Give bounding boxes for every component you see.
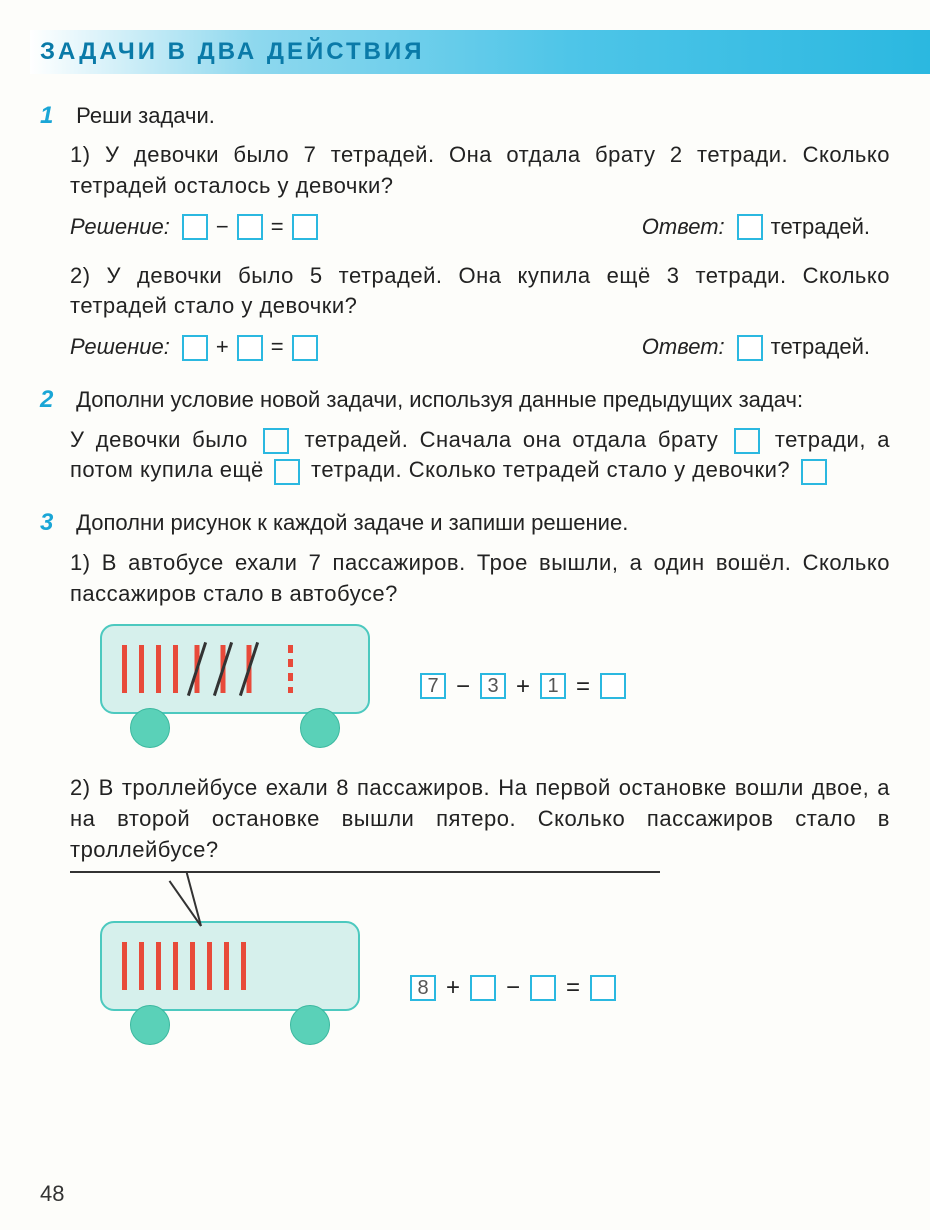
equation-2: 8 + − = [410, 971, 616, 1005]
answer-label: Ответ: [642, 332, 725, 363]
task-intro: Дополни условие новой задачи, используя … [76, 387, 803, 412]
plus-op: + [446, 971, 460, 1005]
wheel-icon [130, 708, 170, 748]
task-intro: Дополни рисунок к каждой задаче и запиши… [76, 510, 628, 535]
input-box[interactable]: 7 [420, 673, 446, 699]
wheels [100, 708, 370, 748]
page: ЗАДАЧИ В ДВА ДЕЙСТВИЯ 1 Реши задачи. 1) … [0, 0, 930, 1230]
equals-op: = [271, 212, 284, 243]
answer-unit: тетрадей. [771, 332, 870, 363]
tally-mark [139, 942, 144, 990]
trolley-diagram [100, 921, 360, 1045]
tally-mark [139, 645, 144, 693]
input-box[interactable] [263, 428, 289, 454]
input-box[interactable] [470, 975, 496, 1001]
input-box[interactable] [590, 975, 616, 1001]
input-box[interactable] [182, 335, 208, 361]
tally-crossed [190, 645, 204, 693]
minus-op: − [216, 212, 229, 243]
bus-diagram [100, 624, 370, 748]
tally-mark [122, 645, 127, 693]
tally-mark [190, 942, 195, 990]
section-header: ЗАДАЧИ В ДВА ДЕЙСТВИЯ [30, 30, 930, 74]
input-box[interactable] [237, 335, 263, 361]
equals-op: = [271, 332, 284, 363]
t2-part: тетрадей. Сначала она отдала брату [304, 427, 718, 452]
input-box[interactable]: 3 [480, 673, 506, 699]
tally-mark [241, 942, 246, 990]
task-3: 3 Дополни рисунок к каждой задаче и запи… [40, 506, 890, 1045]
trolley-wire [70, 871, 660, 873]
task3-problem1: 1) В автобусе ехали 7 пассажиров. Трое в… [70, 548, 890, 610]
input-box[interactable] [274, 459, 300, 485]
input-box[interactable]: 1 [540, 673, 566, 699]
tally-crossed [242, 645, 256, 693]
task1-problem1: 1) У девочки было 7 тетрадей. Она отдала… [70, 140, 890, 202]
plus-op: + [516, 670, 530, 704]
tally-crossed [216, 645, 230, 693]
t2-part: У девочки было [70, 427, 248, 452]
input-box[interactable] [292, 335, 318, 361]
input-box[interactable] [237, 214, 263, 240]
wheel-icon [130, 1005, 170, 1045]
input-box[interactable] [530, 975, 556, 1001]
solution-label: Решение: [70, 332, 170, 363]
task-intro: Реши задачи. [76, 103, 215, 128]
task1-problem2: 2) У девочки было 5 тетрадей. Она купила… [70, 261, 890, 323]
tally-mark [173, 645, 178, 693]
answer-unit: тетрадей. [771, 212, 870, 243]
input-box[interactable] [737, 214, 763, 240]
tally-mark [156, 942, 161, 990]
equals-op: = [576, 670, 590, 704]
input-box[interactable] [801, 459, 827, 485]
t2-part: тетради. Сколько тетрадей стало у девочк… [311, 457, 790, 482]
tally-dashed [288, 645, 293, 693]
page-number: 48 [40, 1179, 64, 1210]
wheel-icon [290, 1005, 330, 1045]
solution-label: Решение: [70, 212, 170, 243]
wheel-icon [300, 708, 340, 748]
input-box[interactable] [737, 335, 763, 361]
input-box[interactable] [292, 214, 318, 240]
input-box[interactable] [734, 428, 760, 454]
trolley-body [100, 921, 360, 1011]
input-box[interactable]: 8 [410, 975, 436, 1001]
task1-solution1: Решение: − = Ответ: тетрадей. [70, 212, 890, 243]
task1-solution2: Решение: + = Ответ: тетрадей. [70, 332, 890, 363]
equals-op: = [566, 971, 580, 1005]
task-number: 2 [40, 383, 70, 417]
task-1: 1 Реши задачи. 1) У девочки было 7 тетра… [40, 99, 890, 363]
wheels [100, 1005, 360, 1045]
answer-group: Ответ: тетрадей. [642, 332, 890, 363]
task-number: 1 [40, 99, 70, 133]
task3-row1: 7 − 3 + 1 = [100, 624, 890, 748]
task3-problem2: 2) В троллейбусе ехали 8 пассажиров. На … [70, 773, 890, 865]
minus-op: − [456, 670, 470, 704]
tally-mark [224, 942, 229, 990]
task2-body: У девочки было тетрадей. Сначала она отд… [70, 425, 890, 487]
task3-row2: 8 + − = [100, 881, 890, 1045]
task-number: 3 [40, 506, 70, 540]
input-box[interactable] [600, 673, 626, 699]
tally-mark [173, 942, 178, 990]
trolley-pole [169, 880, 202, 926]
equation-1: 7 − 3 + 1 = [420, 670, 626, 704]
plus-op: + [216, 332, 229, 363]
tally-mark [156, 645, 161, 693]
bus-body [100, 624, 370, 714]
task-2: 2 Дополни условие новой задачи, использу… [40, 383, 890, 486]
minus-op: − [506, 971, 520, 1005]
tally-mark [207, 942, 212, 990]
tally-mark [122, 942, 127, 990]
input-box[interactable] [182, 214, 208, 240]
answer-label: Ответ: [642, 212, 725, 243]
answer-group: Ответ: тетрадей. [642, 212, 890, 243]
